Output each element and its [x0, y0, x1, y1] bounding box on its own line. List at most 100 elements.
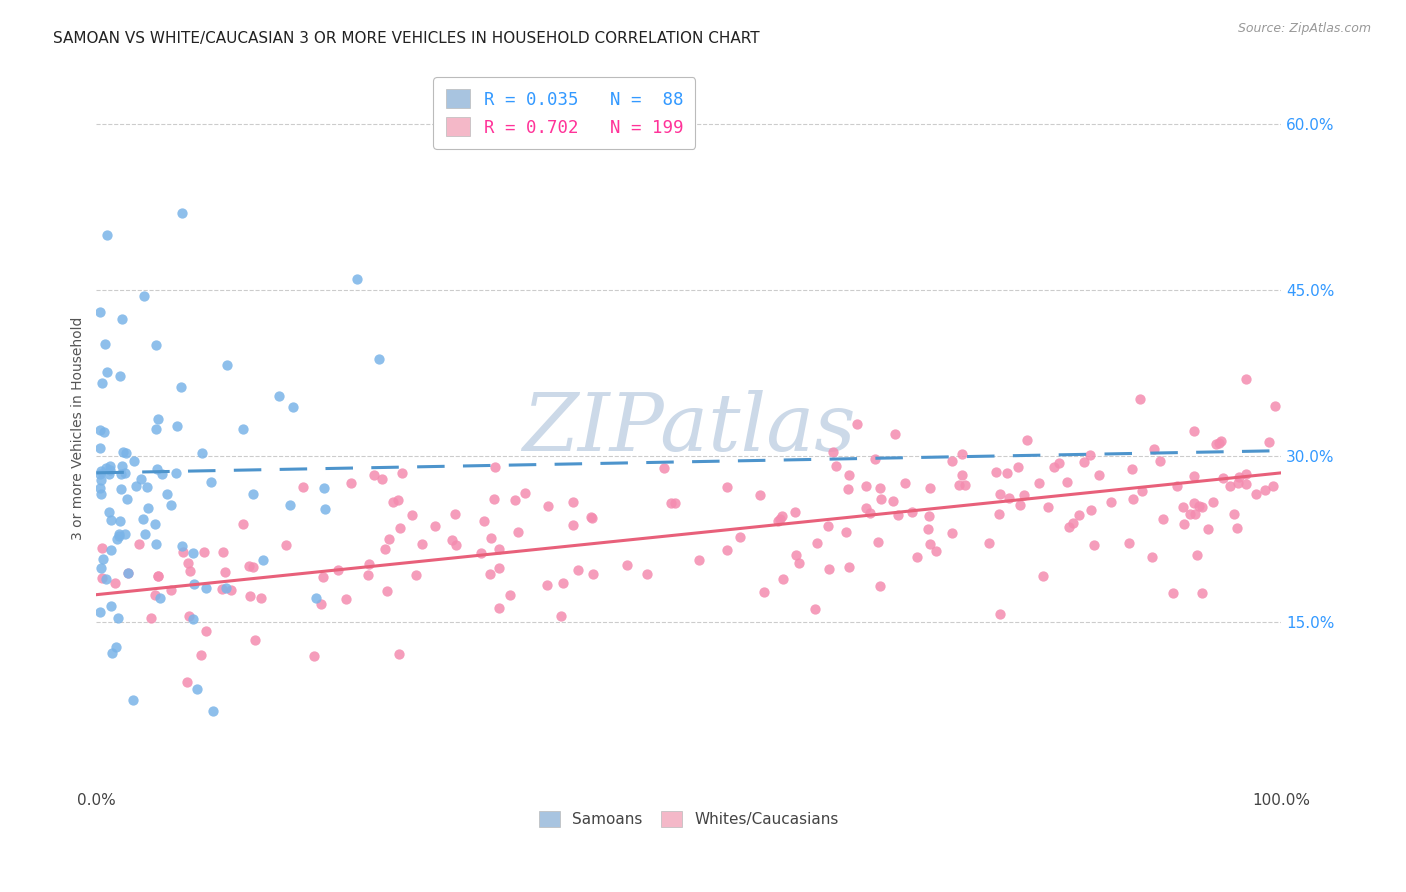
Point [93, 425, 115, 440]
Text: ZIPatlas: ZIPatlas [522, 390, 856, 467]
Point [664, 495, 686, 509]
Point [1017, 433, 1039, 447]
Point [1188, 500, 1211, 514]
Point [405, 568, 427, 582]
Point [90, 561, 112, 575]
Point [1088, 467, 1111, 482]
Point [1227, 475, 1250, 490]
Point [769, 512, 792, 526]
Point [269, 389, 291, 403]
Point [90, 473, 112, 487]
Point [785, 549, 807, 563]
Point [772, 572, 794, 586]
Point [1182, 468, 1205, 483]
Point [232, 422, 254, 436]
Point [503, 493, 526, 508]
Point [1205, 437, 1227, 451]
Point [146, 412, 169, 426]
Point [941, 525, 963, 540]
Point [89, 481, 111, 495]
Point [125, 478, 148, 492]
Legend: Samoans, Whites/Caucasians: Samoans, Whites/Caucasians [531, 804, 846, 835]
Point [111, 459, 134, 474]
Point [561, 518, 583, 533]
Point [370, 472, 392, 486]
Text: Source: ZipAtlas.com: Source: ZipAtlas.com [1237, 22, 1371, 36]
Point [139, 611, 162, 625]
Point [998, 491, 1021, 505]
Point [1180, 507, 1202, 521]
Point [103, 576, 125, 591]
Point [91, 551, 114, 566]
Point [114, 466, 136, 480]
Point [688, 553, 710, 567]
Point [783, 505, 806, 519]
Text: SAMOAN VS WHITE/CAUCASIAN 3 OR MORE VEHICLES IN HOUSEHOLD CORRELATION CHART: SAMOAN VS WHITE/CAUCASIAN 3 OR MORE VEHI… [53, 31, 761, 46]
Point [866, 535, 889, 549]
Point [90, 464, 112, 478]
Point [550, 608, 572, 623]
Point [479, 531, 502, 545]
Point [98, 505, 121, 519]
Point [100, 513, 122, 527]
Point [863, 452, 886, 467]
Point [579, 510, 602, 524]
Point [117, 566, 139, 581]
Point [252, 553, 274, 567]
Point [884, 426, 907, 441]
Point [513, 486, 536, 500]
Point [1062, 516, 1084, 530]
Point [1166, 479, 1188, 493]
Point [170, 539, 193, 553]
Point [482, 491, 505, 506]
Point [918, 509, 941, 524]
Point [312, 481, 335, 495]
Point [105, 533, 128, 547]
Point [488, 560, 510, 574]
Point [181, 546, 204, 560]
Point [752, 585, 775, 599]
Point [357, 568, 380, 582]
Point [1191, 585, 1213, 599]
Point [190, 648, 212, 663]
Point [1059, 519, 1081, 533]
Point [100, 543, 122, 558]
Point [837, 483, 859, 497]
Point [96, 227, 118, 242]
Point [357, 558, 380, 572]
Point [986, 466, 1008, 480]
Point [472, 514, 495, 528]
Point [988, 487, 1011, 501]
Point [146, 462, 169, 476]
Point [479, 567, 502, 582]
Point [117, 566, 139, 580]
Point [1223, 507, 1246, 521]
Point [1078, 448, 1101, 462]
Point [536, 578, 558, 592]
Point [1208, 435, 1230, 450]
Point [1083, 537, 1105, 551]
Point [659, 496, 682, 510]
Point [1171, 500, 1194, 514]
Point [172, 205, 194, 219]
Point [160, 583, 183, 598]
Point [728, 531, 751, 545]
Point [1234, 467, 1257, 482]
Point [470, 546, 492, 560]
Point [108, 529, 131, 543]
Point [859, 506, 882, 520]
Point [581, 511, 603, 525]
Point [152, 467, 174, 481]
Point [122, 693, 145, 707]
Point [115, 446, 138, 460]
Point [484, 459, 506, 474]
Point [215, 581, 238, 595]
Point [211, 582, 233, 596]
Point [855, 479, 877, 493]
Point [1047, 456, 1070, 470]
Point [176, 557, 198, 571]
Point [111, 445, 134, 459]
Point [887, 508, 910, 523]
Point [326, 563, 349, 577]
Point [89, 305, 111, 319]
